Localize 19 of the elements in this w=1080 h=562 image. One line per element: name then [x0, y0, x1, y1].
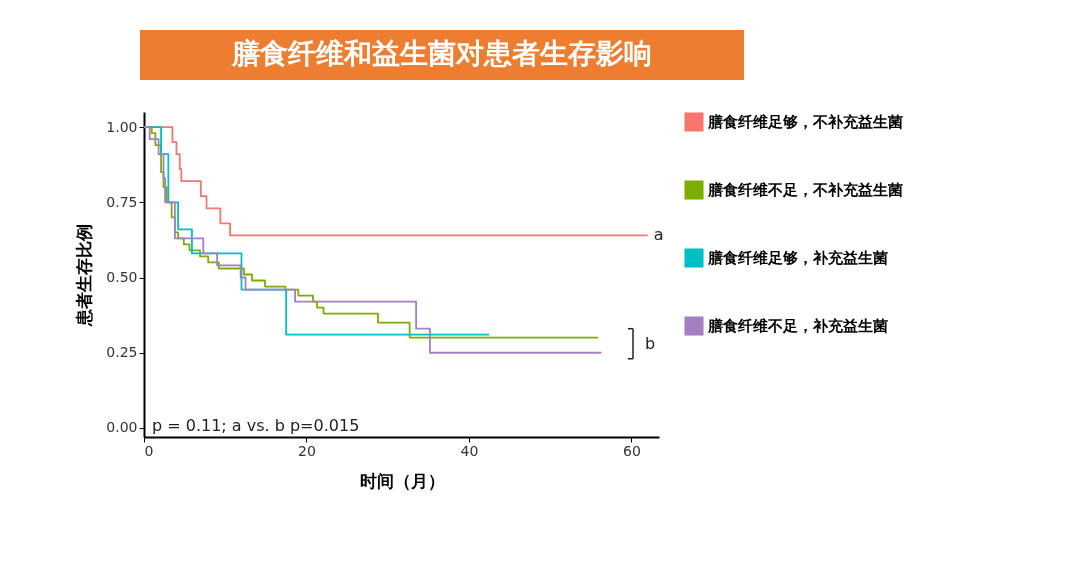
- legend-label: 膳食纤维足够，补充益生菌: [707, 249, 888, 267]
- annotation: b: [645, 333, 656, 353]
- y-tick-label: 0.50: [106, 269, 138, 286]
- y-tick-label: 0.25: [106, 344, 138, 361]
- annotation: p = 0.11; a vs. b p=0.015: [152, 415, 360, 435]
- y-axis-title: 患者生存比例: [74, 224, 95, 327]
- x-tick-label: 40: [460, 442, 479, 459]
- x-axis-title: 时间（月）: [359, 470, 445, 491]
- annotation: a: [653, 225, 664, 245]
- legend-label: 膳食纤维不足，不补充益生菌: [707, 181, 903, 199]
- y-tick-label: 0.00: [106, 419, 138, 436]
- legend-label: 膳食纤维足够，不补充益生菌: [707, 113, 903, 131]
- y-tick-label: 1.00: [106, 118, 138, 135]
- x-tick-label: 0: [144, 442, 154, 459]
- x-tick-label: 20: [298, 442, 316, 459]
- legend-label: 膳食纤维不足，补充益生菌: [707, 317, 888, 335]
- y-tick-label: 0.75: [106, 193, 138, 210]
- chart-title: 膳食纤维和益生菌对患者生存影响: [231, 37, 652, 70]
- x-tick-label: 60: [622, 442, 641, 459]
